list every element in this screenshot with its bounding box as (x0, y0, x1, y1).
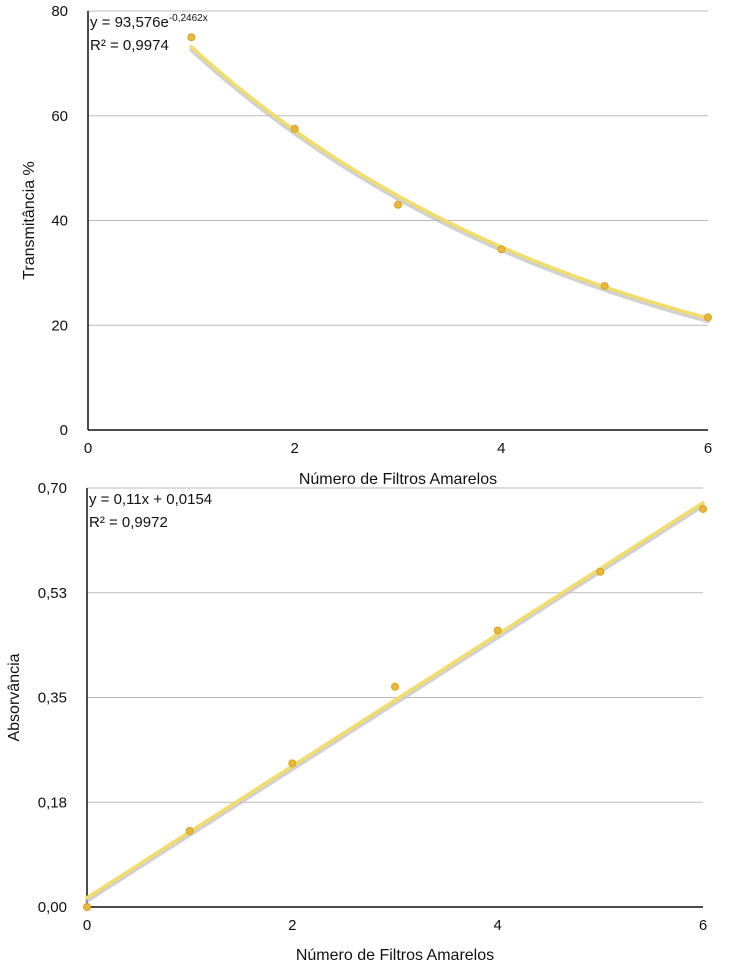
x-axis-title: Número de Filtros Amarelos (296, 947, 494, 964)
trendline-shadow (189, 47, 710, 324)
data-point (391, 682, 399, 691)
x-tick-label: 2 (290, 440, 298, 457)
data-point (187, 33, 196, 42)
y-tick-label: 0,18 (38, 794, 67, 811)
y-tick-label: 0,00 (38, 899, 67, 916)
trendline-equation: y = 93,576e-0,2462x (90, 13, 208, 31)
chart-2: 0,00 0,18 0,35 0,53 0,70 0 2 4 6 Número de Filtro… (6, 480, 707, 964)
data-point (288, 759, 297, 768)
x-tick-label: 4 (497, 440, 505, 457)
x-tick-label: 4 (493, 917, 501, 934)
x-tick-label: 0 (83, 917, 91, 934)
equation-exponent: -0,2462x (169, 13, 208, 24)
data-point (596, 567, 605, 576)
y-tick-label: 0 (60, 422, 68, 439)
chart-1: 0 20 40 60 80 0 2 4 6 Número de Filtros Amarelos T… (21, 3, 712, 488)
data-point (83, 903, 91, 911)
r-squared-label: R² = 0,9972 (89, 514, 168, 531)
y-tick-label: 0,70 (38, 480, 67, 497)
trendline (189, 45, 710, 320)
x-axis-title: Número de Filtros Amarelos (299, 471, 497, 488)
data-point (493, 626, 502, 635)
data-point (185, 826, 194, 835)
y-tick-label: 60 (51, 108, 68, 125)
x-tick-label: 6 (699, 917, 707, 934)
y-tick-label: 0,35 (38, 690, 67, 707)
data-point (394, 200, 402, 209)
x-tick-label: 6 (704, 440, 712, 457)
trendline-equation: y = 0,11x + 0,0154 (89, 491, 212, 508)
x-tick-label: 0 (84, 440, 92, 457)
trendline-shadow (85, 503, 705, 903)
r-squared-label: R² = 0,9974 (90, 37, 169, 54)
y-tick-label: 80 (51, 3, 68, 20)
data-point (704, 313, 712, 322)
y-tick-label: 40 (51, 213, 68, 230)
data-point (600, 281, 609, 290)
x-tick-label: 2 (288, 917, 296, 934)
equation-base: y = 93,576e (90, 14, 169, 31)
y-tick-label: 20 (51, 317, 68, 334)
y-tick-label: 0,53 (38, 585, 67, 602)
data-point (290, 124, 299, 133)
trendline (85, 500, 705, 900)
data-point (497, 245, 506, 254)
y-axis-title: Transmitância % (21, 161, 38, 280)
y-axis-title: Absorvância (6, 653, 23, 741)
data-point (699, 504, 707, 513)
